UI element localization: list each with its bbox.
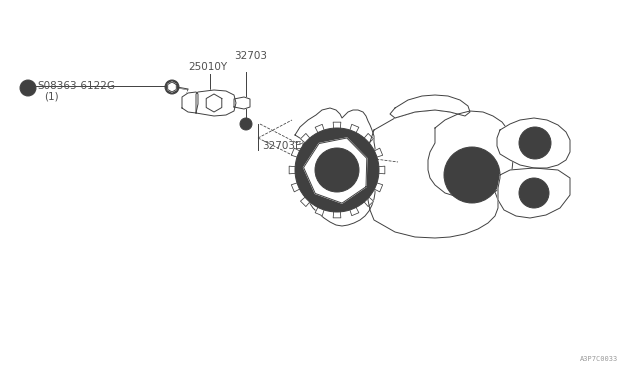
Text: S08363-6122G: S08363-6122G bbox=[37, 81, 115, 91]
Polygon shape bbox=[291, 182, 301, 192]
Circle shape bbox=[324, 157, 350, 183]
Polygon shape bbox=[291, 148, 301, 158]
Polygon shape bbox=[363, 134, 374, 144]
Circle shape bbox=[165, 80, 179, 94]
Text: 32703: 32703 bbox=[234, 51, 267, 61]
Polygon shape bbox=[349, 206, 359, 216]
Circle shape bbox=[519, 127, 551, 159]
Polygon shape bbox=[333, 210, 341, 218]
Circle shape bbox=[527, 135, 543, 151]
Circle shape bbox=[20, 80, 36, 96]
Polygon shape bbox=[196, 90, 236, 116]
Polygon shape bbox=[300, 196, 311, 206]
Text: 32703E: 32703E bbox=[262, 141, 301, 151]
Polygon shape bbox=[363, 196, 374, 206]
Circle shape bbox=[315, 148, 359, 192]
Polygon shape bbox=[206, 94, 222, 112]
Polygon shape bbox=[182, 92, 198, 113]
Polygon shape bbox=[168, 82, 177, 92]
Text: A3P7C0033: A3P7C0033 bbox=[580, 356, 618, 362]
Circle shape bbox=[526, 185, 542, 201]
Polygon shape bbox=[315, 206, 324, 216]
Polygon shape bbox=[300, 134, 311, 144]
Polygon shape bbox=[390, 95, 470, 118]
Circle shape bbox=[454, 157, 490, 193]
Text: S: S bbox=[26, 83, 31, 93]
Polygon shape bbox=[333, 122, 341, 130]
Polygon shape bbox=[303, 138, 367, 203]
Polygon shape bbox=[234, 97, 250, 109]
Circle shape bbox=[243, 121, 249, 127]
Circle shape bbox=[240, 118, 252, 130]
Polygon shape bbox=[372, 182, 383, 192]
Polygon shape bbox=[377, 166, 385, 174]
Circle shape bbox=[295, 128, 379, 212]
Polygon shape bbox=[349, 124, 359, 134]
Polygon shape bbox=[315, 124, 324, 134]
Polygon shape bbox=[368, 110, 498, 238]
Text: (1): (1) bbox=[44, 91, 59, 101]
Circle shape bbox=[463, 166, 481, 184]
Polygon shape bbox=[428, 111, 513, 199]
Polygon shape bbox=[498, 168, 570, 218]
Polygon shape bbox=[372, 148, 383, 158]
Circle shape bbox=[444, 147, 500, 203]
Text: 25010Y: 25010Y bbox=[188, 62, 227, 72]
Circle shape bbox=[331, 164, 343, 176]
Polygon shape bbox=[289, 166, 297, 174]
Circle shape bbox=[519, 178, 549, 208]
Polygon shape bbox=[497, 118, 570, 168]
Polygon shape bbox=[295, 108, 375, 226]
